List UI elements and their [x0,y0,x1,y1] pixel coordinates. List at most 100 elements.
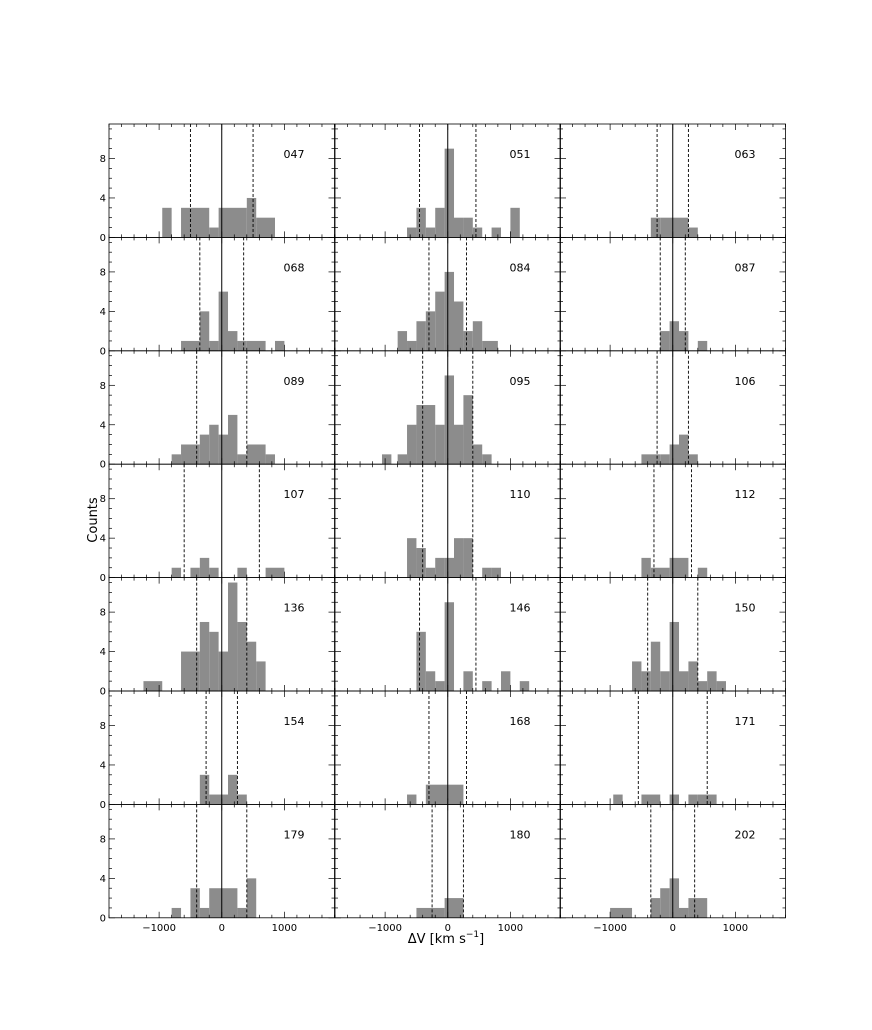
x-tick-label: 1000 [723,923,748,934]
x-tick-label: 1000 [272,923,297,934]
histogram-bar [209,424,219,465]
histogram-bar [491,227,501,238]
histogram-bar [265,567,285,578]
panel-label: 171 [735,715,756,728]
histogram-bar [688,661,698,691]
histogram-bar [416,907,445,918]
panel-107: 0 4 8 107 [100,463,335,584]
panel-095: 095 [334,350,561,465]
histogram-bar [650,898,661,918]
x-tick-label: 1000 [498,923,523,934]
y-tick-label: 0 [100,573,106,584]
histogram-bar [425,567,436,578]
histogram-bar [237,454,247,465]
histogram-bar [228,331,238,351]
panel-label: 068 [284,261,305,274]
panel-label: 150 [735,602,756,615]
y-tick-label: 0 [100,687,106,698]
histogram-bar [679,434,689,465]
histogram-bar [688,454,698,465]
histogram-bar [237,621,247,691]
y-tick-label: 4 [100,647,106,658]
histogram-bar [407,227,417,238]
x-tick-label: −1000 [142,923,176,934]
panel-label: 089 [284,375,305,388]
y-tick-label: 4 [100,874,106,885]
panel-179: 0 4 8 −1000 0 1000 179 [100,804,335,934]
histogram-bar [416,631,426,691]
histogram-bar [246,641,257,691]
histogram-bar [171,567,182,578]
histogram-bar [199,621,210,691]
histogram-bar [491,567,501,578]
histogram-bar [641,557,651,578]
panel-154: 0 4 8 154 [100,690,335,811]
panel-label: 202 [735,828,756,841]
histogram-bar [435,557,445,578]
histogram-bar [162,207,172,238]
panel-089: 0 4 8 089 [100,350,335,471]
panel-label: 106 [735,375,756,388]
panel-106: 106 [559,350,786,465]
panel-202: −1000 0 1000 202 [559,804,786,934]
histogram-bar [679,671,689,691]
y-tick-label: 8 [100,721,106,732]
histogram-bar [171,454,182,465]
histogram-bar [209,794,229,805]
histogram-bar [435,207,445,238]
histogram-bar [407,538,417,578]
histogram-bar [246,197,257,238]
histogram-bar [688,898,708,918]
histogram-bar [454,424,464,465]
x-tick-label: 0 [445,923,451,934]
panel-146: 146 [334,577,561,692]
histogram-bar [500,671,511,691]
histogram-bar [237,907,247,918]
histogram-bar [482,340,498,351]
panel-047: 0 4 8 047 [100,123,335,244]
histogram-bar [679,907,689,918]
histogram-bar [190,567,200,578]
histogram-bar [650,217,661,238]
histogram-bar [444,602,455,691]
histogram-bar [209,567,219,578]
histogram-bar [181,207,210,238]
panel-label: 107 [284,488,305,501]
histogram-bar [697,681,708,691]
y-tick-label: 0 [100,346,106,357]
histogram-bar [454,217,464,238]
histogram-bar [218,434,229,465]
histogram-bar [660,671,670,691]
x-tick-label: 0 [670,923,676,934]
histogram-bar [669,444,680,465]
histogram-bar [482,454,492,465]
panel-084: 084 [334,236,561,352]
histogram-bar [435,424,445,465]
histogram-bar [237,567,247,578]
x-axis-label: ΔV [km s−1] [408,930,484,947]
histogram-bar [397,331,408,351]
histogram-bar [190,888,200,918]
panel-label: 154 [284,715,305,728]
y-tick-label: 8 [100,834,106,845]
histogram-bar [228,774,238,805]
panel-label: 063 [735,148,756,161]
y-tick-label: 0 [100,460,106,471]
y-tick-label: 4 [100,193,106,204]
histogram-bar [669,878,680,918]
histogram-bar [274,340,285,351]
panel-label: 136 [284,602,305,615]
histogram-bar [416,405,436,465]
histogram-bar [407,794,417,805]
panel-063: 063 [559,123,786,238]
histogram-bar [444,898,464,918]
histogram-bar [246,444,266,465]
y-tick-label: 0 [100,233,106,244]
panel-label: 047 [284,148,305,161]
histogram-bar [209,888,238,918]
histogram-bar [641,454,661,465]
histogram-bar [463,671,473,691]
histogram-bar [641,794,661,805]
panel-label: 179 [284,828,305,841]
histogram-bar [171,907,182,918]
